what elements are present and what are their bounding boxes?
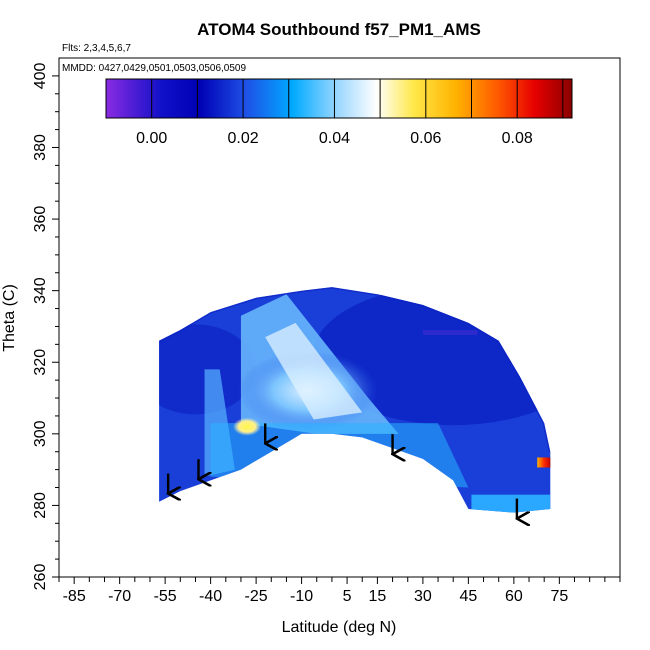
x-tick-label: -25 <box>245 588 268 605</box>
x-tick-label: -40 <box>199 588 222 605</box>
colorbar-tick-label: 0.04 <box>319 130 350 147</box>
x-tick-label: -55 <box>154 588 177 605</box>
y-tick-label: 320 <box>32 349 49 376</box>
field-top-edge <box>159 287 551 453</box>
x-tick-label: 60 <box>505 588 523 605</box>
y-tick-label: 260 <box>32 564 49 591</box>
y-tick-label: 400 <box>32 62 49 89</box>
x-axis-label: Latitude (deg N) <box>282 619 397 636</box>
flights-note: Flts: 2,3,4,5,6,7 <box>62 43 131 54</box>
y-tick-label: 360 <box>32 206 49 233</box>
field-hotspot-red <box>537 457 551 468</box>
arrow-markers <box>168 423 517 518</box>
x-tick-label: 30 <box>414 588 432 605</box>
y-axis: 260 280 300 320 340 360 380 400 <box>32 62 59 590</box>
colorbar-tick-label: 0.08 <box>502 130 533 147</box>
colorbar: 0.00 0.02 0.04 0.06 0.08 <box>105 78 573 147</box>
y-tick-label: 280 <box>32 492 49 519</box>
colorbar-tick-label: 0.06 <box>410 130 441 147</box>
plot-frame <box>58 57 621 578</box>
x-tick-label: -10 <box>290 588 313 605</box>
colorbar-tick-label: 0.00 <box>136 130 167 147</box>
y-axis-label: Theta (C) <box>1 284 18 352</box>
y-tick-label: 380 <box>32 134 49 161</box>
x-tick-label: 45 <box>459 588 477 605</box>
chart-title: ATOM4 Southbound f57_PM1_AMS <box>197 20 481 39</box>
x-tick-label: 15 <box>369 588 387 605</box>
x-axis: -85 -70 -55 -40 -25 -10 5 15 30 45 60 75 <box>58 577 621 605</box>
field-purple-streak <box>422 330 478 336</box>
y-tick-label: 340 <box>32 277 49 304</box>
dates-note: MMDD: 0427,0429,0501,0503,0506,0509 <box>62 63 246 74</box>
x-tick-label: -85 <box>63 588 86 605</box>
field-dark-south <box>159 324 256 415</box>
field-northeast-patch <box>471 494 551 513</box>
x-tick-label: 5 <box>343 588 352 605</box>
y-tick-label: 300 <box>32 420 49 447</box>
colorbar-tick-label: 0.02 <box>227 130 258 147</box>
field-hotspot-yellow <box>233 417 262 436</box>
x-tick-label: -70 <box>108 588 131 605</box>
x-tick-label: 75 <box>550 588 568 605</box>
field-streak-light <box>265 322 363 420</box>
colorbar-gradient <box>105 78 573 119</box>
